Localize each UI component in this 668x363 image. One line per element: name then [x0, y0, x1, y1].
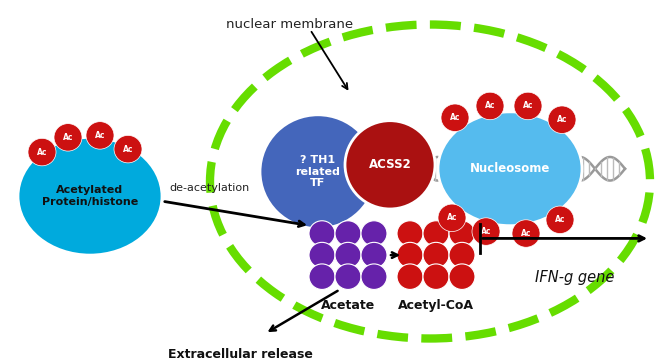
Text: Ac: Ac [481, 227, 491, 236]
Text: de-acetylation: de-acetylation [170, 183, 250, 193]
Text: IFN-g gene: IFN-g gene [535, 270, 615, 285]
Text: Ac: Ac [37, 148, 47, 156]
Circle shape [449, 221, 475, 246]
Circle shape [449, 264, 475, 289]
Text: Ac: Ac [556, 115, 567, 124]
Circle shape [361, 242, 387, 268]
Text: Ac: Ac [450, 113, 460, 122]
Circle shape [423, 221, 449, 246]
Text: Ac: Ac [447, 213, 458, 222]
Circle shape [546, 206, 574, 233]
Text: Extracellular release: Extracellular release [168, 348, 313, 361]
Circle shape [309, 264, 335, 289]
Circle shape [114, 135, 142, 163]
Circle shape [28, 138, 56, 166]
Ellipse shape [18, 137, 162, 255]
Text: Ac: Ac [523, 102, 533, 110]
Text: Ac: Ac [123, 144, 133, 154]
Text: Acetylated
Protein/histone: Acetylated Protein/histone [42, 185, 138, 207]
Text: Ac: Ac [63, 133, 73, 142]
Circle shape [361, 264, 387, 289]
Circle shape [345, 121, 435, 209]
Text: ACSS2: ACSS2 [369, 158, 411, 171]
Text: ? TH1
related
TF: ? TH1 related TF [295, 155, 341, 188]
Text: Ac: Ac [95, 131, 106, 140]
Circle shape [86, 122, 114, 149]
Circle shape [260, 115, 376, 229]
Text: Acetyl-CoA: Acetyl-CoA [398, 299, 474, 312]
Text: Acetate: Acetate [321, 299, 375, 312]
Circle shape [335, 221, 361, 246]
Circle shape [476, 92, 504, 120]
Circle shape [514, 92, 542, 120]
Circle shape [438, 204, 466, 232]
Circle shape [309, 221, 335, 246]
Circle shape [397, 264, 423, 289]
Circle shape [54, 124, 82, 151]
Circle shape [449, 242, 475, 268]
Circle shape [548, 106, 576, 134]
Ellipse shape [438, 112, 582, 226]
Circle shape [512, 220, 540, 247]
Circle shape [335, 264, 361, 289]
Text: Ac: Ac [521, 229, 531, 238]
Circle shape [423, 242, 449, 268]
Circle shape [441, 104, 469, 131]
Text: Nucleosome: Nucleosome [470, 162, 550, 175]
Text: Ac: Ac [554, 215, 565, 224]
Circle shape [397, 242, 423, 268]
Circle shape [309, 242, 335, 268]
Text: Ac: Ac [485, 102, 495, 110]
Circle shape [335, 242, 361, 268]
Circle shape [361, 221, 387, 246]
Circle shape [472, 218, 500, 245]
Circle shape [423, 264, 449, 289]
Text: nuclear membrane: nuclear membrane [226, 18, 353, 30]
Circle shape [397, 221, 423, 246]
